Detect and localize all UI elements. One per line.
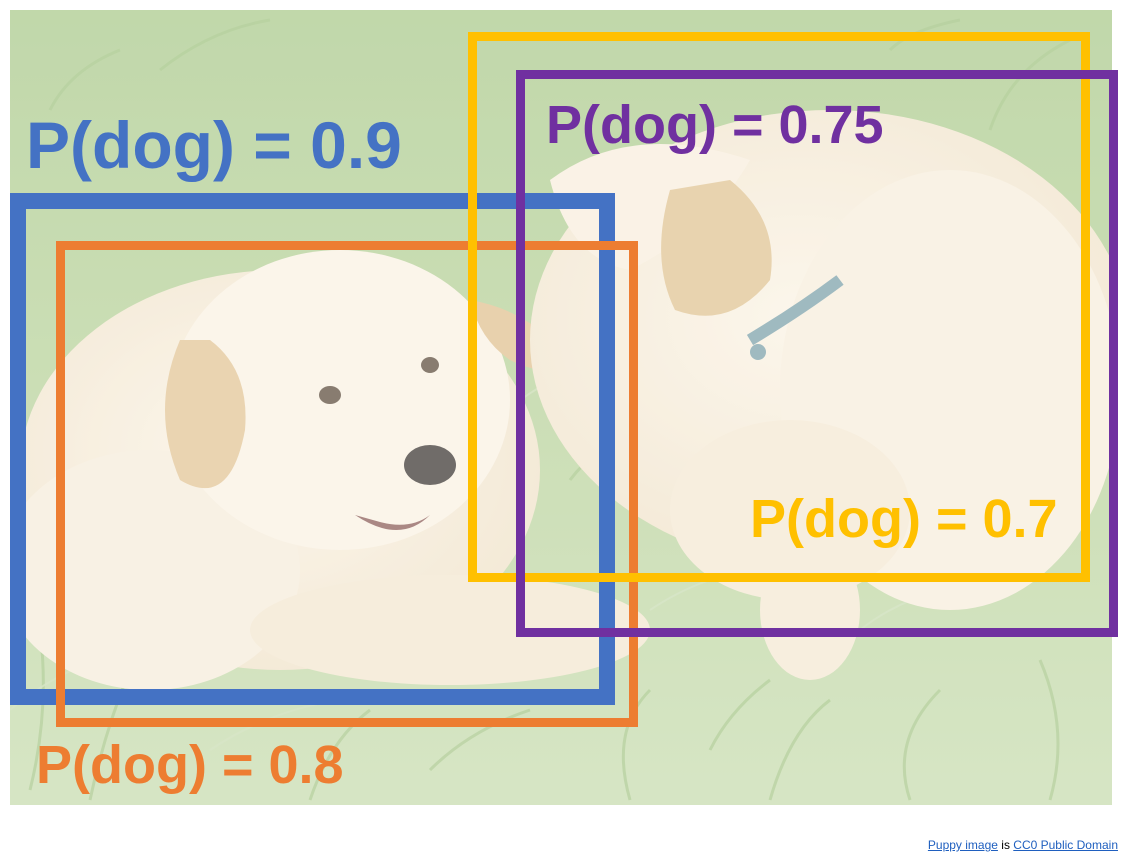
cc0-license-link[interactable]: CC0 Public Domain <box>1013 838 1118 852</box>
credit-separator: is <box>997 838 1014 852</box>
bounding-box-yellow <box>468 32 1090 582</box>
bounding-box-purple <box>516 70 1118 637</box>
detection-label-orange: P(dog) = 0.8 <box>36 735 344 795</box>
detection-label-blue: P(dog) = 0.9 <box>26 108 402 182</box>
image-credit: Puppy image is CC0 Public Domain <box>928 838 1118 852</box>
puppy-photo-illustration <box>10 10 1112 805</box>
detection-label-purple: P(dog) = 0.75 <box>546 95 884 155</box>
bounding-box-orange <box>56 241 638 727</box>
puppy-image-link[interactable]: Puppy image <box>927 838 998 852</box>
detection-label-yellow: P(dog) = 0.7 <box>750 489 1058 549</box>
puppy-photo <box>10 10 1112 805</box>
